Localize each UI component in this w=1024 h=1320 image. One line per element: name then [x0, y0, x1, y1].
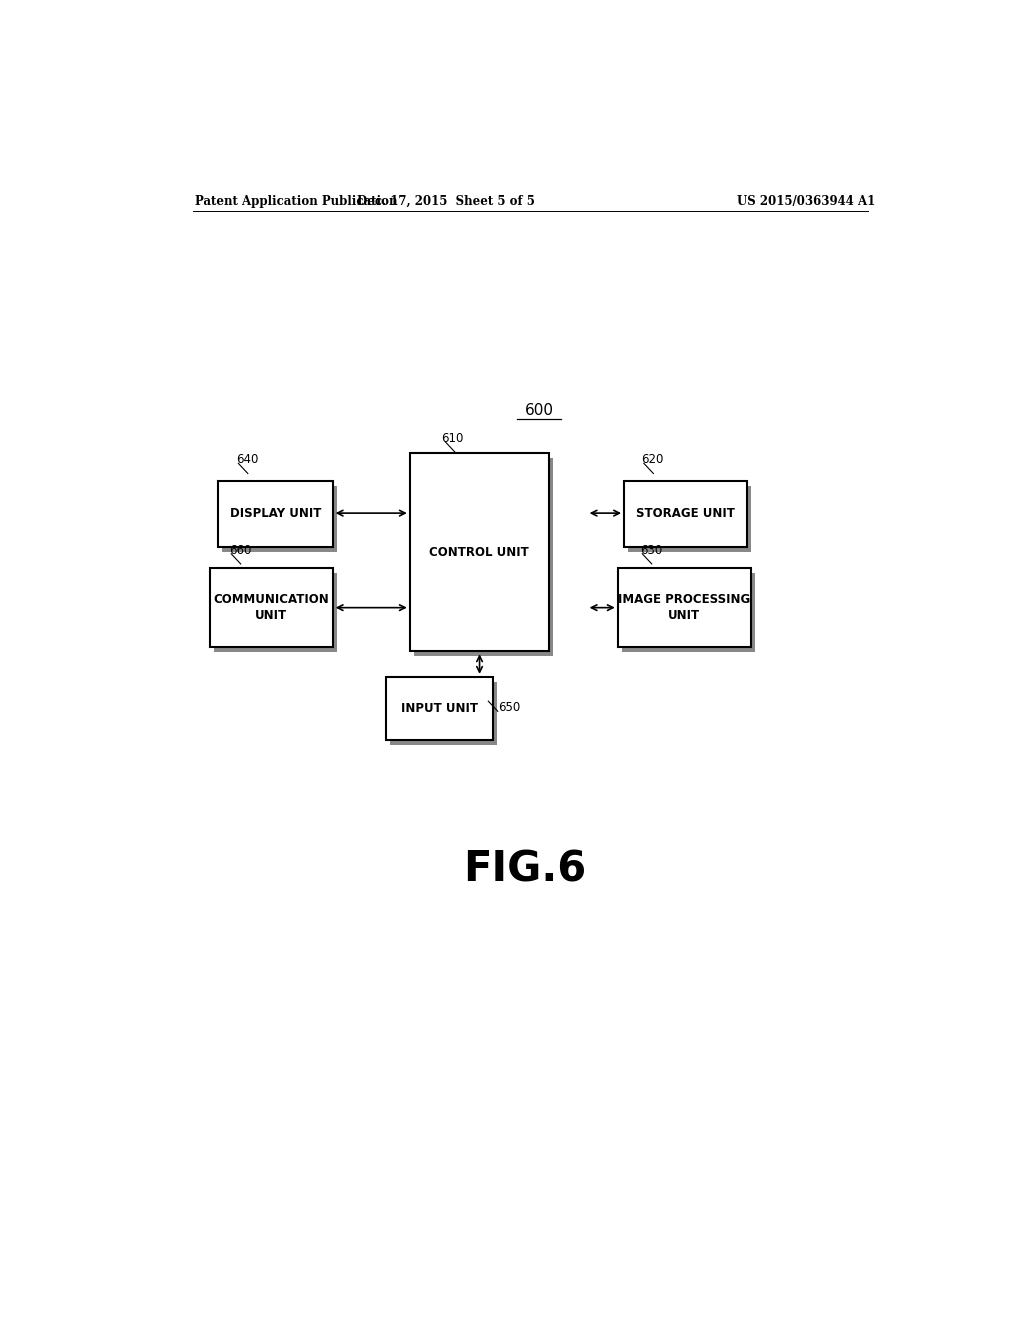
Bar — [221, 486, 337, 552]
Text: STORAGE UNIT: STORAGE UNIT — [636, 507, 735, 520]
Bar — [622, 573, 755, 652]
Text: INPUT UNIT: INPUT UNIT — [401, 702, 478, 714]
Text: COMMUNICATION
UNIT: COMMUNICATION UNIT — [213, 593, 329, 622]
Text: CONTROL UNIT: CONTROL UNIT — [429, 545, 529, 558]
Text: Patent Application Publication: Patent Application Publication — [196, 195, 398, 209]
Bar — [410, 453, 549, 651]
Bar — [390, 682, 497, 744]
Bar — [414, 458, 553, 656]
Text: 650: 650 — [499, 701, 521, 714]
Text: DISPLAY UNIT: DISPLAY UNIT — [229, 507, 321, 520]
Text: 660: 660 — [228, 544, 251, 557]
Text: 640: 640 — [236, 453, 258, 466]
Bar — [624, 480, 748, 546]
Text: FIG.6: FIG.6 — [463, 849, 587, 891]
Bar — [628, 486, 751, 552]
Text: Dec. 17, 2015  Sheet 5 of 5: Dec. 17, 2015 Sheet 5 of 5 — [356, 195, 535, 209]
Text: 620: 620 — [641, 453, 664, 466]
Bar — [386, 677, 494, 739]
Bar — [617, 568, 751, 647]
Text: 610: 610 — [441, 432, 464, 445]
Bar — [218, 480, 333, 546]
Bar — [214, 573, 337, 652]
Text: 630: 630 — [640, 544, 663, 557]
Text: 600: 600 — [524, 403, 554, 417]
Bar — [210, 568, 333, 647]
Text: IMAGE PROCESSING
UNIT: IMAGE PROCESSING UNIT — [618, 593, 751, 622]
Text: US 2015/0363944 A1: US 2015/0363944 A1 — [737, 195, 876, 209]
